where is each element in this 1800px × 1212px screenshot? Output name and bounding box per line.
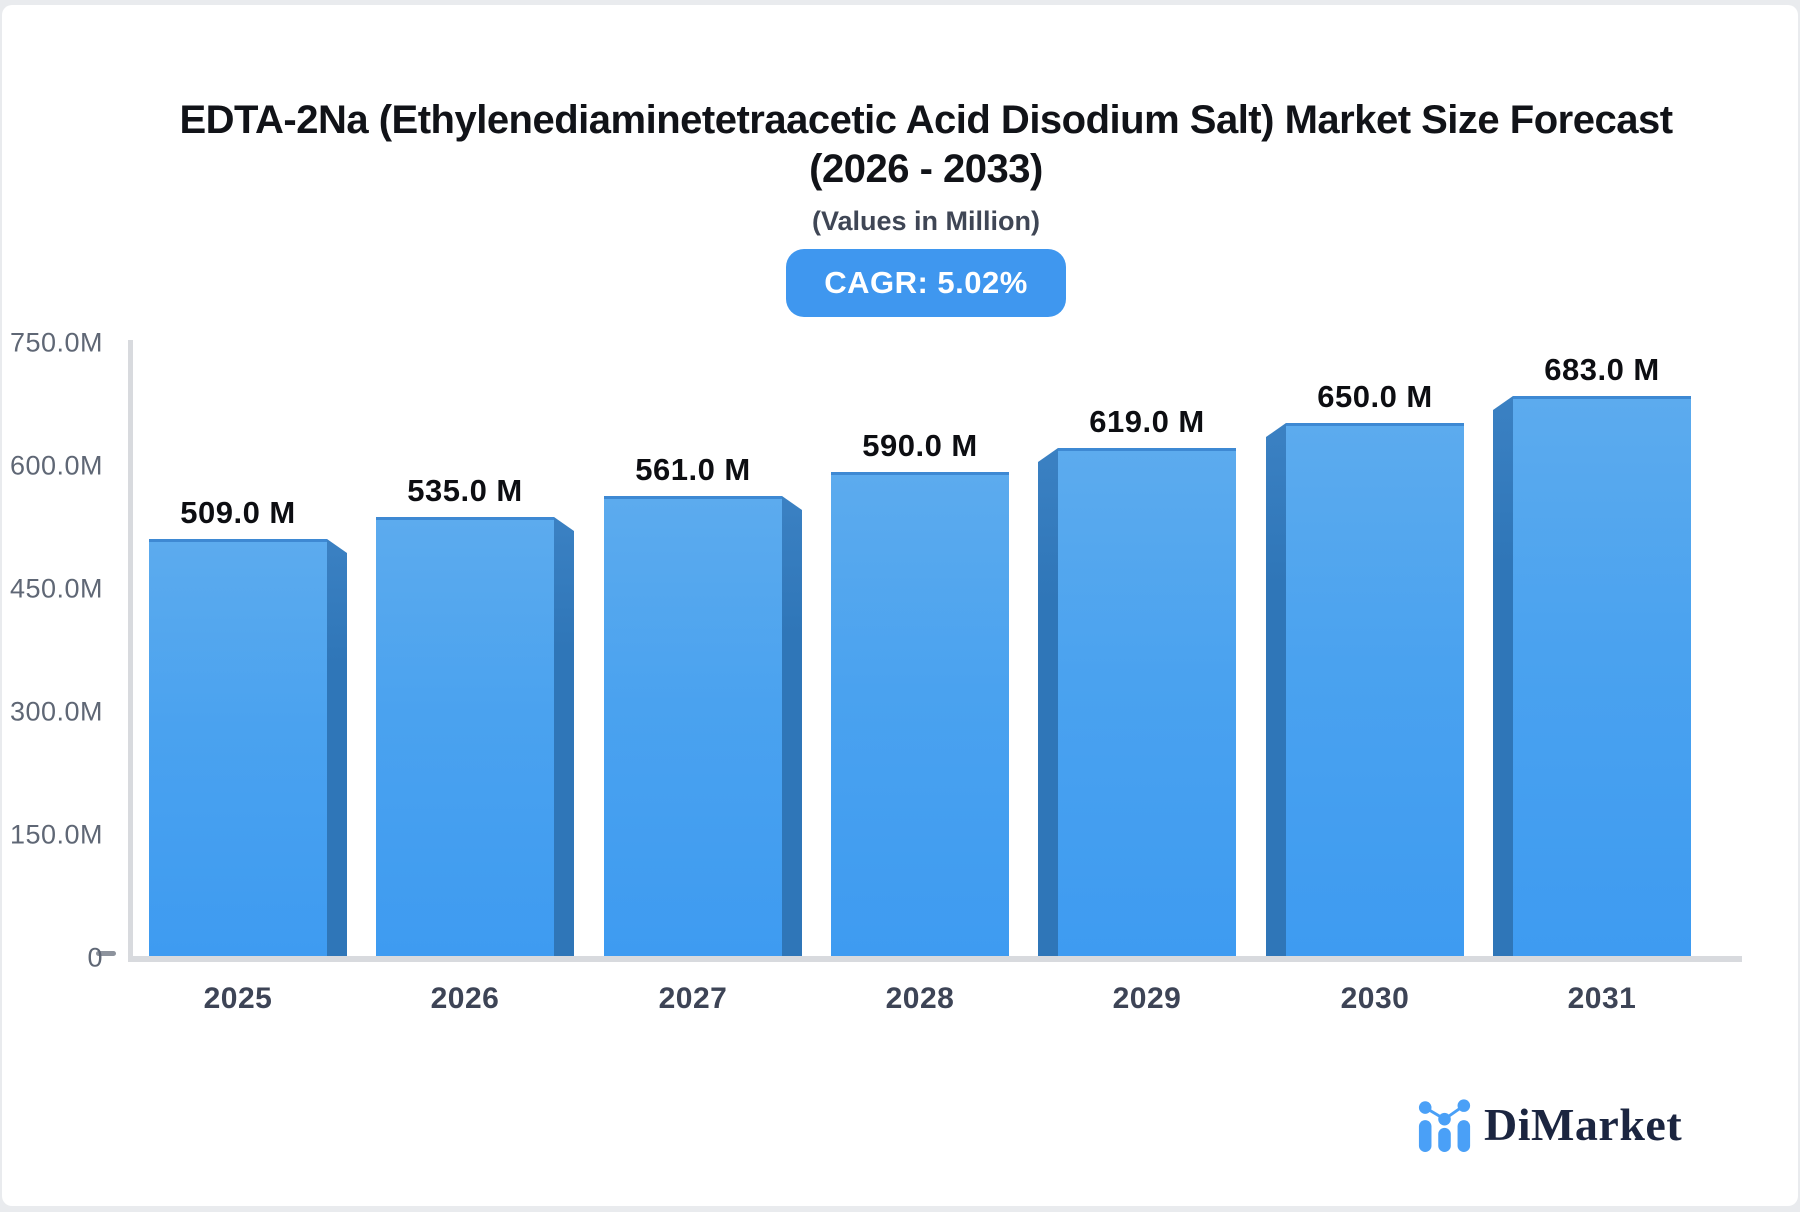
y-axis-line xyxy=(128,340,133,962)
bar-2028[interactable] xyxy=(831,472,1009,956)
x-axis-label: 2030 xyxy=(1340,982,1410,1015)
bar-2030[interactable] xyxy=(1266,423,1464,956)
bar-2027[interactable] xyxy=(604,496,802,956)
y-axis-label: 450.0M xyxy=(9,573,103,604)
chart-title-line2: (2026 - 2033) xyxy=(809,146,1043,191)
bar-value-label: 535.0 M xyxy=(407,473,523,508)
x-axis-label: 2031 xyxy=(1567,982,1637,1015)
bar-3d-side xyxy=(327,539,347,956)
chart-card: EDTA-2Na (Ethylenediaminetetraacetic Aci… xyxy=(2,5,1798,1206)
bar-2025[interactable] xyxy=(149,539,347,956)
zero-tick-dash xyxy=(96,951,116,956)
bar-2031[interactable] xyxy=(1493,396,1691,956)
bar-face[interactable] xyxy=(149,539,327,956)
y-axis-label: 150.0M xyxy=(9,819,103,850)
bar-value-label: 683.0 M xyxy=(1544,352,1660,387)
bar-3d-side xyxy=(554,517,574,956)
bar-2026[interactable] xyxy=(376,517,574,956)
y-axis-label: 750.0M xyxy=(9,327,103,358)
x-axis-label: 2029 xyxy=(1112,982,1182,1015)
chart-heading: EDTA-2Na (Ethylenediaminetetraacetic Aci… xyxy=(130,96,1722,317)
brand-logo: DiMarket xyxy=(1416,1096,1682,1152)
bar-value-label: 650.0 M xyxy=(1317,379,1433,414)
y-axis-label: 300.0M xyxy=(9,696,103,727)
brand-name: DiMarket xyxy=(1484,1098,1683,1150)
chart-subtitle: (Values in Million) xyxy=(811,205,1041,236)
bar-value-label: 590.0 M xyxy=(862,428,978,463)
bar-face[interactable] xyxy=(1286,423,1464,956)
bar-value-label: 509.0 M xyxy=(180,495,296,530)
x-axis-label: 2027 xyxy=(658,982,728,1015)
chart-title-line1: EDTA-2Na (Ethylenediaminetetraacetic Aci… xyxy=(179,98,1673,142)
bar-3d-side xyxy=(782,496,802,956)
bar-2029[interactable] xyxy=(1038,448,1236,956)
x-axis-label: 2026 xyxy=(430,982,500,1015)
bar-3d-side xyxy=(1038,448,1058,956)
bar-3d-side xyxy=(1493,396,1513,956)
bar-face[interactable] xyxy=(1513,396,1691,956)
y-axis-label: 0 xyxy=(87,942,103,973)
x-axis-label: 2025 xyxy=(203,982,273,1015)
bar-chart-with-trend-dots-icon xyxy=(1416,1096,1474,1152)
cagr-badge: CAGR: 5.02% xyxy=(786,248,1066,317)
bar-3d-side xyxy=(1266,423,1286,956)
bar-face[interactable] xyxy=(376,517,554,956)
y-axis-label: 600.0M xyxy=(9,450,103,481)
bar-value-label: 561.0 M xyxy=(635,452,751,487)
bar-face[interactable] xyxy=(831,472,1009,956)
bar-face[interactable] xyxy=(604,496,782,956)
bar-face[interactable] xyxy=(1058,448,1236,956)
bar-value-label: 619.0 M xyxy=(1089,404,1205,439)
x-axis-line xyxy=(130,956,1742,962)
x-axis-label: 2028 xyxy=(885,982,955,1015)
